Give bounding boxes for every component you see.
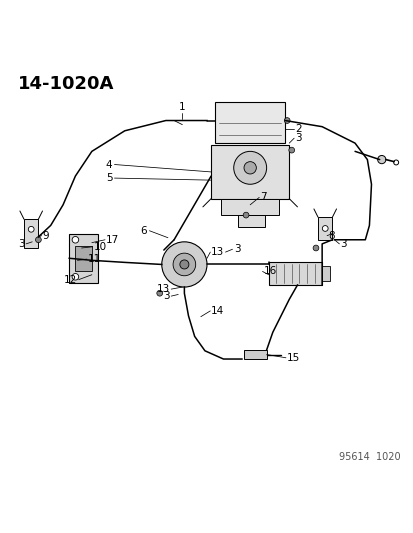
Circle shape <box>36 237 41 243</box>
Bar <box>321 266 329 281</box>
Text: 16: 16 <box>263 266 276 277</box>
Circle shape <box>322 225 328 231</box>
Text: 13: 13 <box>211 247 224 257</box>
Circle shape <box>161 242 206 287</box>
Text: 3: 3 <box>295 133 301 143</box>
Circle shape <box>312 245 318 251</box>
Circle shape <box>72 273 78 280</box>
Circle shape <box>28 227 34 232</box>
Text: 7: 7 <box>260 192 266 203</box>
Text: 13: 13 <box>157 284 170 294</box>
Text: 95614  1020: 95614 1020 <box>338 452 399 462</box>
Circle shape <box>233 151 266 184</box>
Text: 10: 10 <box>94 242 107 252</box>
Text: 3: 3 <box>18 239 24 249</box>
Circle shape <box>179 260 188 269</box>
Bar <box>221 199 278 215</box>
Circle shape <box>173 253 195 276</box>
Circle shape <box>377 156 385 164</box>
Text: 3: 3 <box>233 244 240 254</box>
Text: 8: 8 <box>328 231 334 241</box>
Bar <box>69 233 98 283</box>
Text: 1: 1 <box>178 102 185 112</box>
Text: 11: 11 <box>88 254 101 264</box>
Bar <box>317 217 332 240</box>
Text: 5: 5 <box>106 173 112 183</box>
Bar <box>24 219 38 248</box>
Circle shape <box>288 147 294 153</box>
Bar <box>75 246 92 271</box>
Circle shape <box>72 237 78 243</box>
Text: 6: 6 <box>140 225 147 236</box>
Text: 2: 2 <box>295 124 301 134</box>
Text: 3: 3 <box>163 291 170 301</box>
Text: 17: 17 <box>106 235 119 245</box>
Circle shape <box>284 118 290 124</box>
Circle shape <box>157 290 162 296</box>
Bar <box>268 262 321 285</box>
Bar <box>211 145 289 199</box>
Circle shape <box>243 161 256 174</box>
Text: 14: 14 <box>211 306 224 316</box>
Text: 4: 4 <box>106 159 112 169</box>
Text: 3: 3 <box>340 239 347 249</box>
Text: 12: 12 <box>64 274 77 285</box>
Circle shape <box>242 212 248 218</box>
Bar <box>237 215 264 228</box>
Bar <box>215 102 285 143</box>
Text: 14-1020A: 14-1020A <box>18 75 114 93</box>
Circle shape <box>393 160 398 165</box>
Text: 9: 9 <box>43 231 49 241</box>
Bar <box>243 350 266 359</box>
Text: 15: 15 <box>287 353 300 363</box>
